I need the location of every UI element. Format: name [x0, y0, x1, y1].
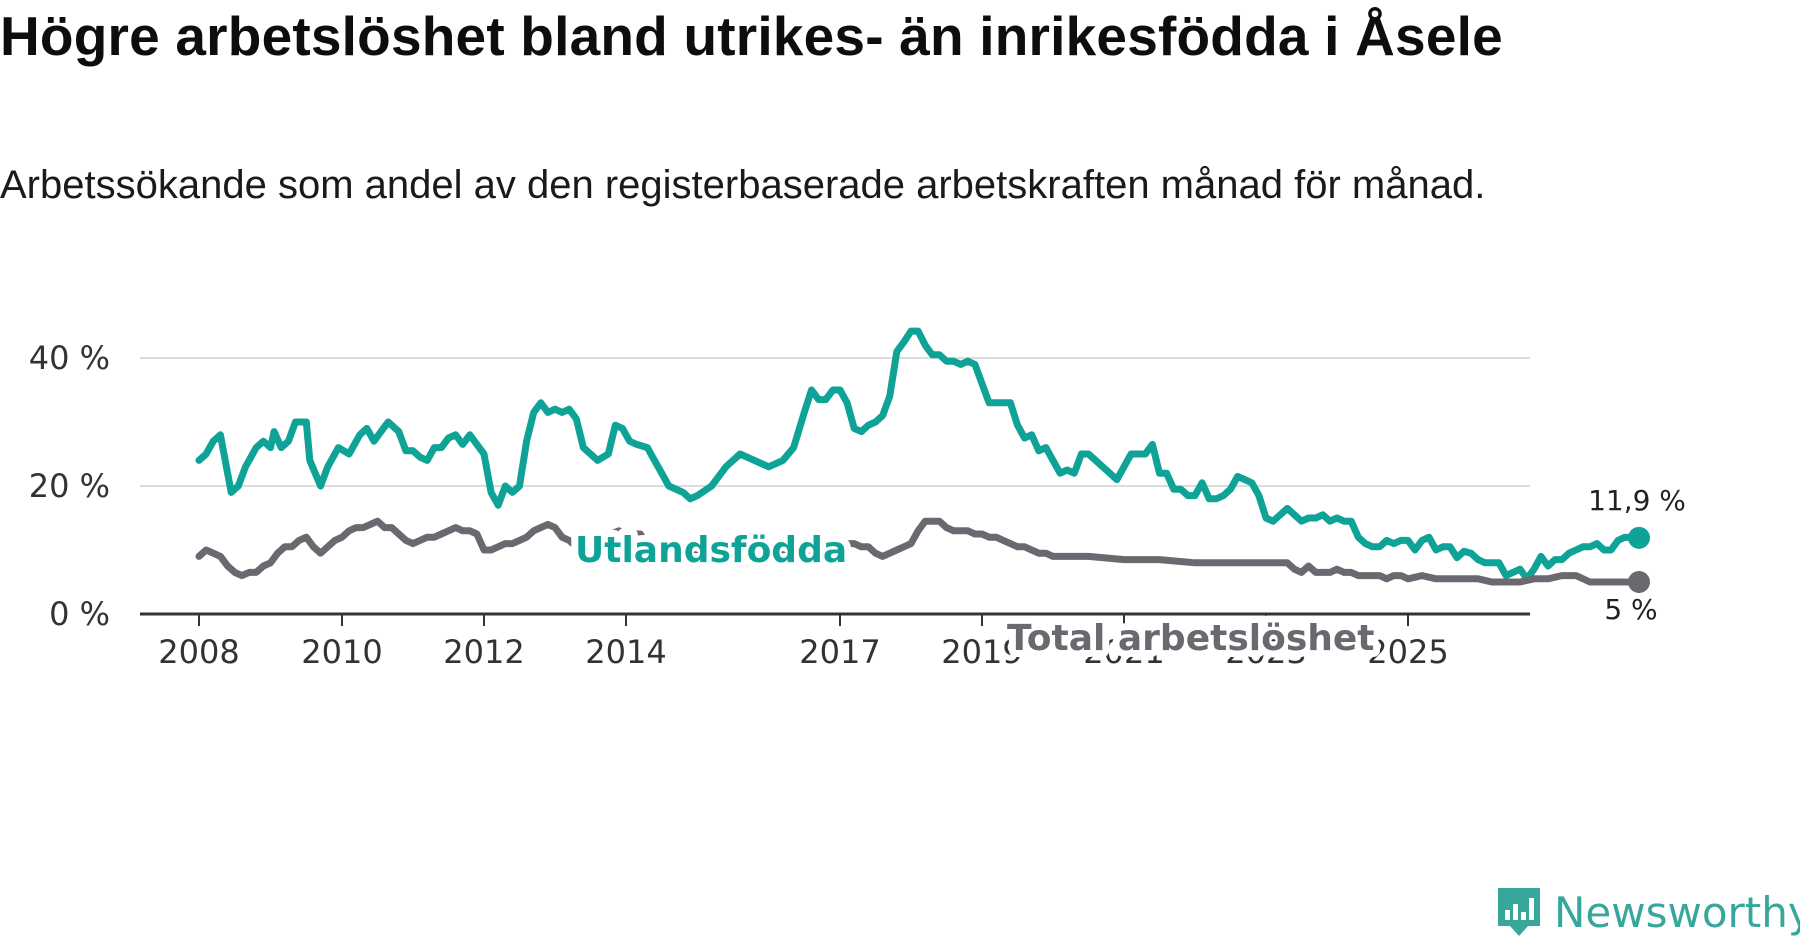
x-tick-label: 2008	[158, 633, 239, 671]
bar-chart-badge-icon	[1498, 888, 1540, 936]
label-utlandsfodda-text: Utlandsfödda	[575, 530, 847, 571]
end-label-utlandsfodda: 11,9 %11,9 %	[1584, 480, 1690, 521]
gridlines	[140, 357, 1530, 616]
chart-subtitle: Arbetssökande som andel av den registerb…	[0, 163, 1486, 207]
label-total-arbetsloshet-text: Total arbetslöshet	[1007, 618, 1375, 659]
x-tick-label: 2014	[585, 633, 666, 671]
series-lines	[195, 327, 1650, 593]
label-utlandsfodda-halo: Utlandsfödda	[575, 530, 847, 571]
end-label-utlandsfodda-halo: 11,9 %	[1588, 484, 1686, 517]
x-tick-label: 2019	[941, 633, 1022, 671]
endpoint-utlandsfodda	[1628, 526, 1650, 549]
label-total-arbetsloshet-halo: Total arbetslöshet	[1007, 618, 1375, 659]
end-label-total: 5 %5 %	[1600, 589, 1661, 630]
y-tick-label: 20 %	[29, 467, 110, 505]
x-tick-label: 2017	[799, 633, 880, 671]
x-tick-label: 2010	[301, 633, 382, 671]
x-tick-label: 2025	[1367, 633, 1448, 671]
line-utlandsfodda	[195, 327, 1643, 583]
y-axis-ticks: 0 % 20 % 40 %	[29, 339, 110, 633]
x-tick-label: 2012	[443, 633, 524, 671]
x-tick-label: 2023	[1225, 633, 1306, 671]
endpoint-total-arbetsloshet	[1628, 571, 1650, 593]
chart-title: Högre arbetslöshet bland utrikes- än inr…	[0, 5, 1503, 67]
end-label-total-text: 5 %	[1604, 593, 1657, 626]
y-tick-label: 0 %	[49, 595, 110, 633]
end-label-utlandsfodda-text: 11,9 %	[1588, 484, 1686, 517]
end-label-total-halo: 5 %	[1604, 593, 1657, 626]
y-tick-label: 40 %	[29, 339, 110, 377]
line-total-arbetsloshet	[195, 517, 1643, 586]
x-tick-label: 2021	[1083, 633, 1164, 671]
newsworthy-logo: Newsworthy	[1496, 887, 1800, 937]
x-axis-ticks: 2008 2010 2012 2014 2017 2019 2021 2023 2025	[158, 614, 1449, 671]
logo-wordmark: Newsworthy	[1554, 887, 1800, 937]
